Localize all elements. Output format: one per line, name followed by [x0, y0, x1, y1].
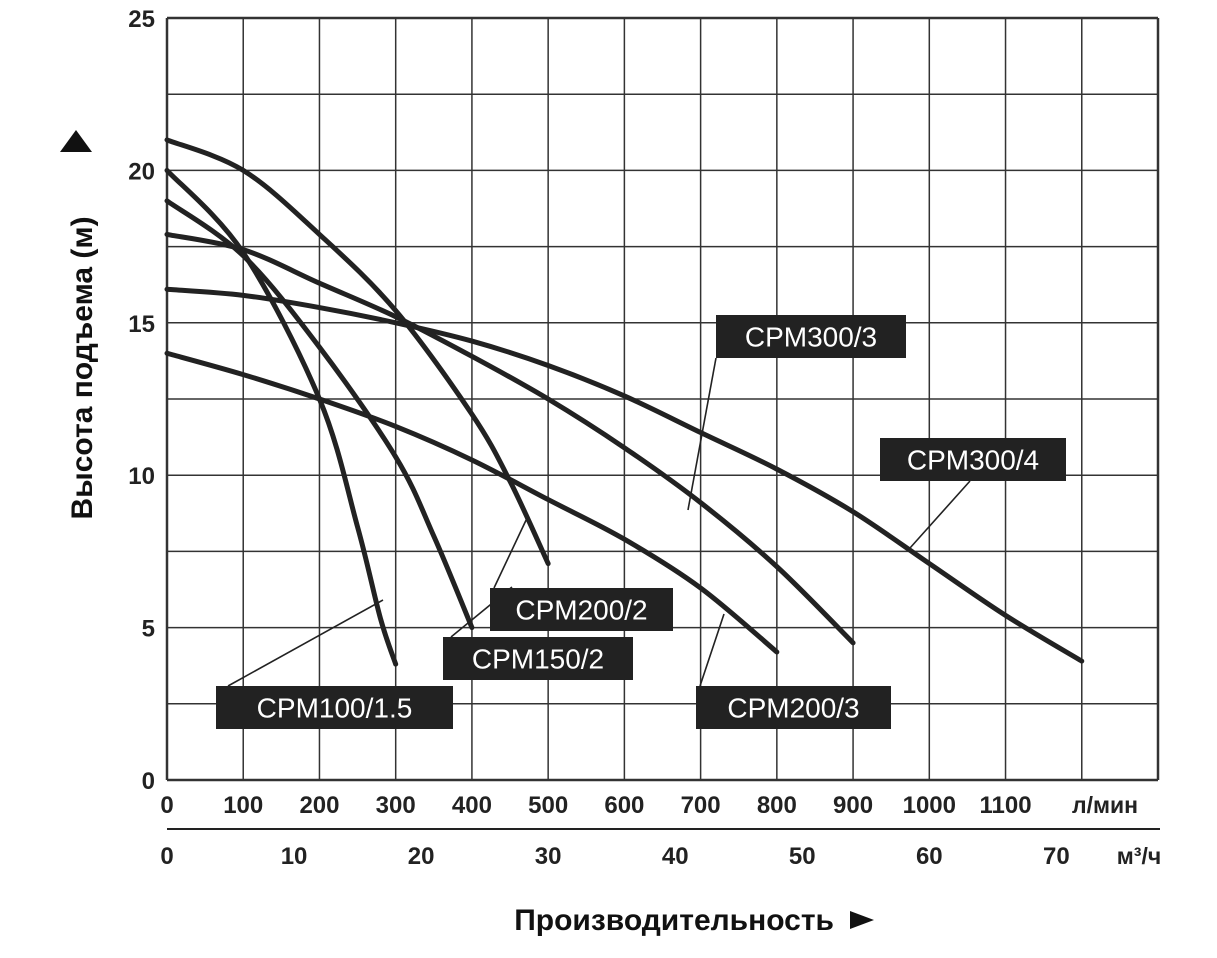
x-tick-label-m3h: 20	[408, 843, 435, 870]
series-label-cpm100-1-5: CPM100/1.5	[216, 686, 453, 729]
x-tick-label-m3h: 10	[281, 843, 308, 870]
series-label-cpm150-2: CPM150/2	[443, 637, 633, 680]
series-line-cpm200-3	[164, 350, 780, 655]
y-tick-label: 10	[128, 463, 155, 490]
label-text: CPM300/3	[745, 322, 877, 353]
leader-line-cpm200-3	[699, 613, 725, 687]
x-axis-arrow-icon	[850, 911, 874, 929]
y-tick-label: 15	[128, 311, 155, 338]
series-labels: CPM100/1.5 CPM150/2 CPM200/2 CPM200/3 CPM300…	[216, 315, 1066, 729]
leader-line-cpm100-1-5	[227, 599, 384, 687]
x-tick-label-m3h: 40	[662, 843, 689, 870]
series-line-cpm300-4	[164, 286, 1085, 664]
y-tick-label: 25	[128, 6, 155, 33]
label-box	[443, 637, 633, 680]
x-tick-label-m3h: 30	[535, 843, 562, 870]
label-text: CPM200/3	[727, 693, 859, 724]
series-label-cpm200-2: CPM200/2	[490, 588, 673, 631]
x-tick-label-lpm: 900	[833, 792, 873, 819]
label-text: CPM300/4	[907, 445, 1039, 476]
x-axis-title: Производительность	[514, 904, 834, 937]
series-line-cpm100-1-5	[164, 167, 399, 667]
series-line-cpm150-2	[164, 198, 475, 631]
x-tick-label-m3h: 60	[916, 843, 943, 870]
leader-line-cpm300-3	[687, 357, 717, 511]
x-tick-label-m3h: 70	[1043, 843, 1070, 870]
label-box	[716, 315, 906, 358]
label-box	[696, 686, 891, 729]
series-line-cpm300-3	[164, 231, 856, 646]
x-tick-label-lpm: 100	[223, 792, 263, 819]
x-tick-label-lpm: 800	[757, 792, 797, 819]
y-axis-title: Высота подъема (м)	[66, 216, 99, 519]
x-unit-lpm: л/мин	[1072, 792, 1138, 818]
label-leaders	[227, 357, 971, 687]
x-tick-labels-m3h: 0 10 20 30 40 50 60 70	[160, 843, 1069, 870]
label-box	[216, 686, 453, 729]
x-tick-label-m3h: 50	[789, 843, 816, 870]
grid	[165, 16, 1160, 782]
x-tick-label-lpm: 0	[160, 792, 173, 819]
label-box	[880, 438, 1066, 481]
series-label-cpm300-4: CPM300/4	[880, 438, 1066, 481]
x-tick-label-m3h: 0	[160, 843, 173, 870]
label-box	[490, 588, 673, 631]
x-tick-label-lpm: 1000	[903, 792, 956, 819]
x-tick-label-lpm: 300	[376, 792, 416, 819]
leader-line-cpm300-4	[909, 480, 971, 549]
label-text: CPM200/2	[515, 595, 647, 626]
y-axis-arrow-icon	[60, 130, 92, 152]
x-tick-labels-lpm: 0 100 200 300 400 500 600 700 800 900 1000 1100	[160, 792, 1031, 819]
curves	[164, 137, 1085, 667]
x-tick-label-lpm: 1100	[979, 792, 1031, 819]
x-tick-label-lpm: 200	[299, 792, 339, 819]
x-unit-m3h: м³/ч	[1117, 843, 1161, 869]
y-tick-label: 5	[142, 616, 155, 643]
label-text: CPM150/2	[472, 644, 604, 675]
x-tick-label-lpm: 600	[604, 792, 644, 819]
x-tick-label-lpm: 500	[528, 792, 568, 819]
y-tick-label: 20	[128, 158, 155, 185]
series-label-cpm300-3: CPM300/3	[716, 315, 906, 358]
series-line-cpm200-2	[164, 137, 551, 567]
y-tick-labels: 0 5 10 15 20 25	[128, 6, 155, 795]
x-tick-label-lpm: 700	[681, 792, 721, 819]
y-tick-label: 0	[142, 768, 155, 795]
label-text: CPM100/1.5	[257, 693, 413, 724]
leader-line-cpm200-2	[493, 515, 529, 589]
y-axis-title-group: Высота подъема (м)	[60, 130, 99, 520]
x-axis-title-group: Производительность	[514, 904, 874, 937]
series-label-cpm200-3: CPM200/3	[696, 686, 891, 729]
x-tick-label-lpm: 400	[452, 792, 492, 819]
